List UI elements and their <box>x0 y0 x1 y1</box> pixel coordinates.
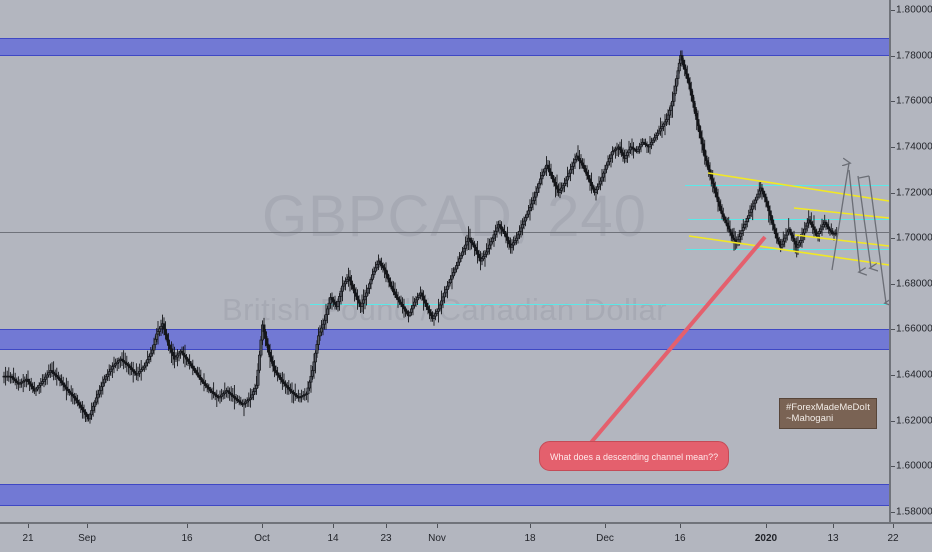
time-axis-tickmark <box>187 524 188 528</box>
time-axis[interactable]: 21 Sep 16 Oct 14 23 Nov 18 Dec 16 2020 13 22 <box>0 522 932 552</box>
author-signature: #ForexMadeMeDoIt ~Mahogani <box>779 398 877 429</box>
current-price-line <box>0 232 889 233</box>
price-axis-label: 1.58000 <box>896 506 932 518</box>
time-axis-label: 14 <box>327 533 339 544</box>
time-axis-label: 16 <box>674 533 686 544</box>
price-axis-tickmark <box>891 10 895 11</box>
price-axis-label: 1.78000 <box>896 50 932 62</box>
price-axis-label: 1.66000 <box>896 323 932 335</box>
time-axis-label: 22 <box>887 533 899 544</box>
price-axis-tickmark <box>891 238 895 240</box>
annotation-text: What does a descending channel mean?? <box>550 452 719 462</box>
demand-zone-middle <box>0 329 889 350</box>
price-chart-plot-area[interactable]: GBPCAD, 240 British Pound / Canadian Dol… <box>0 0 889 522</box>
time-axis-tickmark <box>87 524 88 528</box>
price-axis-label: 1.70000 <box>896 232 932 244</box>
price-axis-label: 1.62000 <box>896 415 932 427</box>
time-axis-tickmark <box>437 524 438 528</box>
time-axis-label: 21 <box>22 533 34 544</box>
time-axis-tickmark <box>333 524 334 528</box>
upper-descending-channel[interactable] <box>688 172 889 266</box>
candlestick-series <box>2 50 839 424</box>
price-axis-label: 1.60000 <box>896 460 932 472</box>
time-axis-label: Oct <box>254 533 270 544</box>
signature-handle: ~Mahogani <box>786 413 834 424</box>
signature-hashtag: #ForexMadeMeDoIt <box>786 402 870 413</box>
time-axis-tickmark <box>386 524 387 528</box>
time-axis-tickmark <box>28 524 29 528</box>
time-axis-tickmark <box>766 524 767 528</box>
price-axis-tickmark <box>891 146 895 148</box>
time-axis-tickmark <box>262 524 263 528</box>
time-axis-tickmark <box>530 524 531 528</box>
price-axis-tickmark <box>891 192 895 194</box>
zigzag-forecast-projection[interactable] <box>831 163 886 303</box>
time-axis-label: 18 <box>524 533 536 544</box>
time-axis-tickmark <box>680 524 681 528</box>
annotation-callout[interactable]: What does a descending channel mean?? <box>539 441 730 471</box>
time-axis-label: 23 <box>380 533 392 544</box>
price-axis-tickmark <box>891 55 895 57</box>
price-axis-label: 1.80000 <box>896 4 932 16</box>
time-axis-label: Nov <box>428 533 446 544</box>
price-axis-tickmark <box>891 283 895 285</box>
price-axis-label: 1.64000 <box>896 369 932 381</box>
time-axis-label: 13 <box>827 533 839 544</box>
price-axis-tickmark <box>891 329 895 331</box>
time-axis-label: 2020 <box>754 533 778 544</box>
price-axis-tickmark <box>891 101 895 103</box>
callout-arrow[interactable] <box>581 235 767 454</box>
price-axis-tickmark <box>891 512 895 513</box>
time-axis-tickmark <box>833 524 834 528</box>
time-axis-tickmark <box>605 524 606 528</box>
price-axis-label: 1.68000 <box>896 278 932 290</box>
price-level-1-67284[interactable] <box>310 304 889 305</box>
supply-zone-upper <box>0 38 889 56</box>
price-axis-tickmark <box>891 420 895 422</box>
price-axis-tickmark <box>891 375 895 377</box>
price-axis-tickmark <box>891 466 895 468</box>
demand-zone-lower <box>0 484 889 506</box>
price-axis-label: 1.72000 <box>896 187 932 199</box>
time-axis-label: Dec <box>596 533 614 544</box>
price-axis[interactable]: 1.80000 1.78000 1.76000 1.74000 1.72000 1.700… <box>889 0 932 522</box>
time-axis-label: Sep <box>78 533 96 544</box>
time-axis-label: 16 <box>181 533 193 544</box>
price-axis-label: 1.76000 <box>896 95 932 107</box>
price-axis-label: 1.74000 <box>896 141 932 153</box>
chart-drawings <box>581 0 889 454</box>
time-axis-tickmark <box>893 524 894 528</box>
